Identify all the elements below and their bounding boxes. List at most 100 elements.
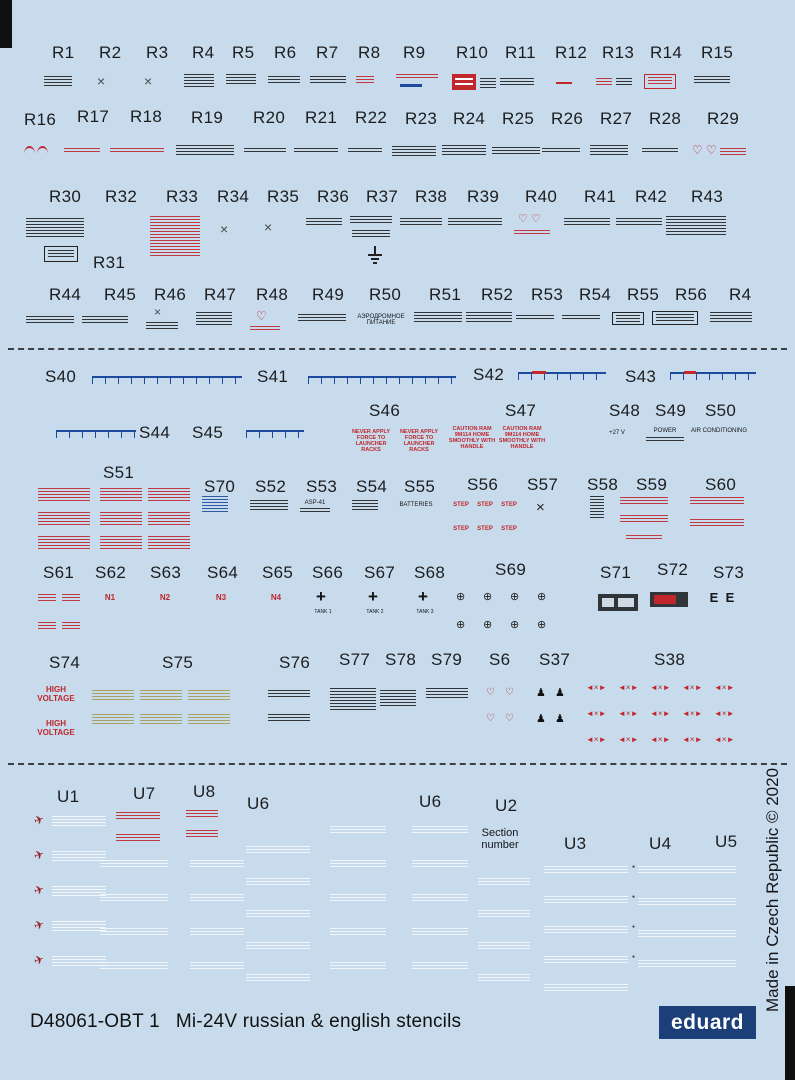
decal-bar [532,371,546,374]
decal-bar [684,371,696,374]
print-registration-mark [785,986,795,1080]
part-label-r56: R56 [675,285,708,304]
part-label-r23: R23 [405,109,438,128]
part-label-r36: R36 [317,187,350,206]
microtext-block [148,512,190,526]
cut-mark-icon: ◄×► [650,735,671,744]
microtext-block [92,690,134,700]
microtext-block [626,535,662,541]
part-label-r24: R24 [453,109,486,128]
decal-bar [400,84,422,87]
stencil-text: STEP [453,526,469,532]
microtext-block [330,928,386,936]
part-label-r32: R32 [105,187,138,206]
microtext-block [616,315,640,322]
part-label-r18: R18 [130,107,163,126]
circle-target-icon: ⊕ [456,591,466,603]
cut-mark-icon: ◄×► [618,683,639,692]
microtext-block [720,148,746,156]
microtext-block [690,519,744,527]
product-title: Mi-24V russian & english stencils [175,1011,462,1032]
microtext-block [184,74,214,88]
print-registration-mark [0,0,12,48]
microtext-block [710,312,752,323]
cross-mark-icon: × [154,305,162,319]
cross-mark-icon: × [144,73,153,89]
person-icon: ♟ [536,687,546,699]
plane-icon: ✈ [31,881,47,899]
circle-target-icon: ⊕ [537,591,547,603]
part-label-s51: S51 [103,463,135,482]
part-label-s75: S75 [162,653,194,672]
cross-mark-icon: × [264,219,273,235]
part-label-s70: S70 [204,477,236,496]
microtext-block [82,316,128,323]
stencil-text: N4 [270,593,282,602]
part-label-s41: S41 [257,367,289,386]
stencil-text: NEVER APPLY FORCE TO LAUNCHER RACKS [399,429,439,453]
microtext-block [478,878,530,886]
microtext-block [544,956,628,964]
part-label-u5: U5 [715,832,738,851]
plane-icon: ✈ [31,951,47,969]
microtext-block [562,315,600,321]
ruler-decal [518,372,606,380]
part-label-r14: R14 [650,43,683,62]
stencil-text: +27 V [609,430,625,436]
part-label-r9: R9 [403,43,426,62]
heart-icon: ♡ [531,213,541,225]
microtext-block [64,148,100,154]
part-label-s78: S78 [385,650,417,669]
part-label-r5: R5 [232,43,255,62]
part-label-r51: R51 [429,285,462,304]
tank-cross-icon: + [368,587,378,606]
decal-box [612,312,644,325]
part-label-r43: R43 [691,187,724,206]
microtext-block [226,74,256,86]
microtext-block [412,860,468,868]
cut-mark-icon: ◄×► [682,683,703,692]
microtext-block [148,536,190,550]
stencil-text: TANK 3 [416,609,434,615]
dot-mark-icon: ● [632,864,636,870]
part-label-s68: S68 [414,563,446,582]
microtext-block [188,690,230,700]
person-icon: ♟ [555,687,565,699]
part-label-s64: S64 [207,563,239,582]
microtext-block [38,622,56,630]
microtext-block [642,148,678,154]
cut-mark-icon: ◄×► [586,735,607,744]
microtext-block [268,690,310,697]
part-label-s66: S66 [312,563,344,582]
microtext-block [190,962,244,970]
microtext-block [412,928,468,936]
microtext-block [52,816,106,826]
part-label-s76: S76 [279,653,311,672]
stencil-text: STEP [501,502,517,508]
microtext-block [140,714,182,724]
part-label-r55: R55 [627,285,660,304]
decal-bar [556,82,572,84]
microtext-block [544,866,628,874]
microtext-block [150,216,200,256]
cut-mark-icon: ◄×► [618,709,639,718]
cut-mark-icon: ◄×► [618,735,639,744]
part-label-r39: R39 [467,187,500,206]
stencil-text: STEP [453,502,469,508]
microtext-block [448,218,502,225]
part-label-s44: S44 [139,423,171,442]
heart-icon: ♡ [518,213,528,225]
ground-symbol [371,258,379,260]
part-label-r25: R25 [502,109,535,128]
microtext-block [44,76,72,88]
part-label-u2: U2 [495,796,518,815]
arc-mark [37,146,48,154]
cut-line-divider [8,763,787,765]
part-label-s59: S59 [636,475,668,494]
microtext-block [26,316,74,323]
part-label-r33: R33 [166,187,199,206]
microtext-block [426,688,468,700]
microtext-block [246,846,310,854]
microtext-block [52,886,106,896]
microtext-block [246,974,310,982]
